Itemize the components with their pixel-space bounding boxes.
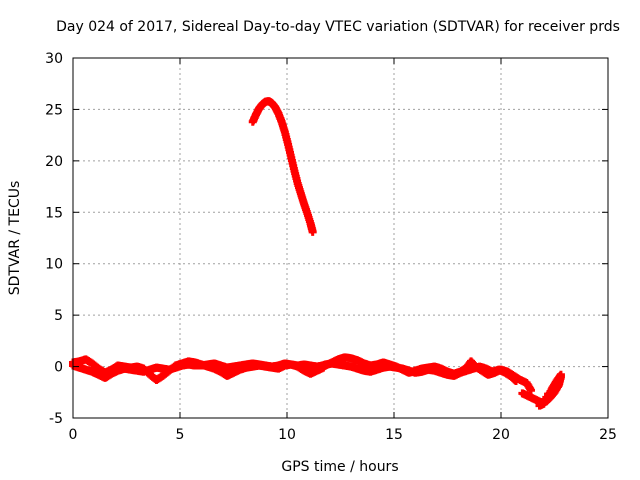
y-tick-label: 15 bbox=[45, 205, 63, 221]
data-point bbox=[511, 376, 520, 385]
y-tick-label: 20 bbox=[45, 154, 63, 170]
series-band-b bbox=[69, 359, 328, 382]
plot-frame bbox=[72, 57, 609, 419]
axis-ticks: 0 5 10 15 20 25 -5 0 5 10 15 20 25 30 bbox=[45, 51, 617, 443]
data-point bbox=[556, 370, 565, 379]
data-point bbox=[308, 227, 317, 236]
grid-layer bbox=[73, 58, 608, 418]
y-axis-label: SDTVAR / TECUs bbox=[7, 181, 23, 296]
x-tick-label: 5 bbox=[176, 427, 185, 443]
x-tick-label: 25 bbox=[599, 427, 617, 443]
x-tick-label: 15 bbox=[385, 427, 403, 443]
y-tick-label: 10 bbox=[45, 257, 63, 273]
data-point bbox=[526, 386, 535, 395]
data-points bbox=[69, 97, 565, 410]
series-tail bbox=[518, 370, 565, 410]
y-tick-label: -5 bbox=[49, 411, 63, 427]
y-tick-label: 25 bbox=[45, 102, 63, 118]
chart-title: Day 024 of 2017, Sidereal Day-to-day VTE… bbox=[56, 19, 620, 35]
series-band-d bbox=[315, 359, 520, 385]
x-tick-label: 10 bbox=[278, 427, 296, 443]
y-tick-label: 0 bbox=[54, 360, 63, 376]
series-arc-high bbox=[248, 97, 317, 236]
x-tick-label: 0 bbox=[69, 427, 78, 443]
x-axis-label: GPS time / hours bbox=[281, 459, 398, 475]
y-tick-label: 5 bbox=[54, 308, 63, 324]
y-tick-label: 30 bbox=[45, 51, 63, 67]
x-tick-label: 20 bbox=[492, 427, 510, 443]
